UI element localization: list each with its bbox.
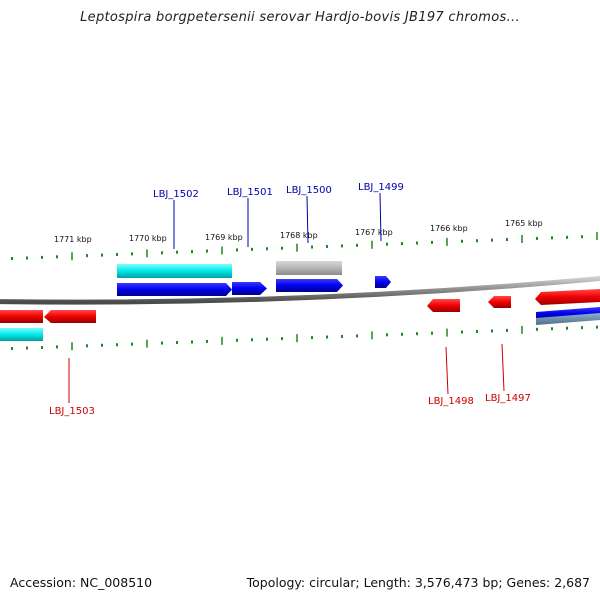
gene-LBJ_1499[interactable]: [375, 276, 391, 288]
scale-label: 1767 kbp: [355, 228, 393, 237]
gene-right-edge[interactable]: [535, 289, 600, 305]
gene-label-forward[interactable]: LBJ_1499: [358, 182, 404, 193]
scale-labels: 1771 kbp 1770 kbp 1769 kbp 1768 kbp 1767…: [54, 219, 543, 244]
gene-label-forward[interactable]: LBJ_1500: [286, 185, 332, 196]
gene-LBJ_1503[interactable]: [44, 310, 96, 323]
label-leaders: [68, 192, 505, 403]
gene-label-forward[interactable]: LBJ_1501: [227, 187, 273, 198]
chromosome-backbone: [0, 275, 600, 305]
gene-label-reverse[interactable]: LBJ_1503: [49, 406, 95, 417]
gene-LBJ_1498[interactable]: [427, 299, 460, 312]
gene-left-edge[interactable]: [0, 310, 43, 323]
scale-label: 1768 kbp: [280, 231, 318, 240]
forward-strand-features: [117, 261, 391, 296]
gene-label-forward[interactable]: LBJ_1502: [153, 189, 199, 200]
genome-summary-text: Topology: circular; Length: 3,576,473 bp…: [246, 575, 590, 590]
cyan-feature-lower[interactable]: [0, 328, 43, 341]
scale-label: 1770 kbp: [129, 234, 167, 243]
gene-LBJ_1497[interactable]: [488, 296, 511, 308]
scale-label: 1765 kbp: [505, 219, 543, 228]
cyan-feature[interactable]: [117, 264, 232, 278]
scale-ticks-reverse: [11, 325, 598, 351]
reverse-strand-features: [0, 289, 600, 341]
gene-LBJ_1501[interactable]: [232, 282, 267, 295]
gene-LBJ_1500[interactable]: [276, 279, 343, 292]
gene-label-reverse[interactable]: LBJ_1498: [428, 396, 474, 407]
steel-feature[interactable]: [536, 313, 600, 325]
scale-label: 1766 kbp: [430, 224, 468, 233]
gray-feature[interactable]: [276, 261, 342, 275]
scale-label: 1771 kbp: [54, 235, 92, 244]
scale-label: 1769 kbp: [205, 233, 243, 242]
gene-LBJ_1502[interactable]: [117, 283, 232, 296]
gene-labels: LBJ_1502 LBJ_1501 LBJ_1500 LBJ_1499 LBJ_…: [49, 182, 531, 417]
scale-ticks-forward: [11, 232, 598, 261]
map-title: Leptospira borgpetersenii serovar Hardjo…: [80, 10, 520, 25]
gene-label-reverse[interactable]: LBJ_1497: [485, 393, 531, 404]
accession-text: Accession: NC_008510: [10, 575, 153, 590]
